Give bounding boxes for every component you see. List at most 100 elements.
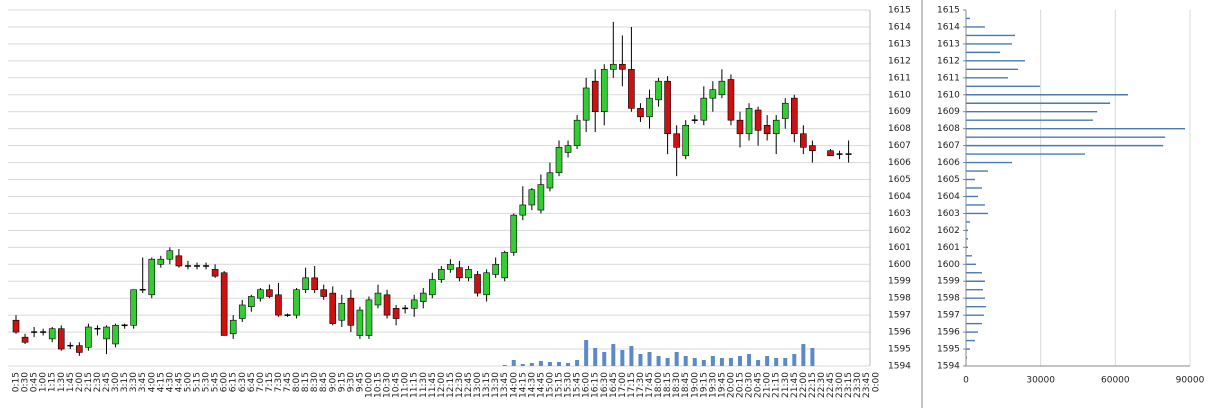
- candle-body: [809, 145, 816, 152]
- x-tick-label: 15:15: [555, 372, 565, 398]
- x-tick-label: 21:00: [763, 372, 773, 398]
- candle-body: [275, 294, 282, 316]
- y-tick-label: 1594: [937, 362, 960, 372]
- x-tick-label: 15:00: [545, 372, 555, 398]
- x-tick-label: 17:30: [636, 372, 646, 398]
- candle-body: [790, 97, 798, 135]
- volume-bar: [783, 358, 788, 366]
- x-tick-label: 2:00: [75, 372, 85, 392]
- candle-body: [48, 328, 56, 340]
- candle-body: [800, 133, 807, 148]
- y-tick-label: 1599: [888, 277, 911, 287]
- volume-bar: [765, 356, 770, 366]
- y-tick-label: 1605: [888, 175, 911, 185]
- y-tick-label: 1602: [937, 226, 960, 236]
- candle-body: [763, 124, 771, 135]
- candle-body: [392, 308, 400, 319]
- volume-bar: [538, 361, 543, 366]
- y-tick-label: 1614: [888, 22, 911, 32]
- x-tick-label: 12:30: [455, 372, 465, 398]
- x-tick-label: 10:45: [392, 372, 402, 398]
- x-tick-label: 11:45: [428, 372, 438, 398]
- x-tick-label: 0:15: [12, 372, 22, 392]
- y-tick-label: 1604: [937, 192, 960, 202]
- x-tick-label: 7:15: [265, 372, 275, 392]
- volume-bar: [774, 358, 779, 366]
- candle-body: [311, 277, 318, 291]
- volume-bar: [602, 352, 607, 366]
- x-tick-label: 17:45: [645, 372, 655, 398]
- x-tick-label: 15:45: [573, 372, 583, 398]
- candle-body: [827, 150, 834, 157]
- candle-body: [356, 309, 364, 336]
- x-tick-label: 18:30: [672, 372, 682, 398]
- candle-body: [456, 267, 463, 279]
- y-tick-label: 1613: [937, 39, 960, 49]
- x-tick-label: 4:00: [147, 372, 157, 392]
- x-tick-label: 23:45: [862, 372, 872, 398]
- candle-body: [85, 326, 92, 348]
- candle-body: [528, 189, 536, 206]
- volume-bar: [620, 350, 625, 366]
- volume-bar: [801, 344, 806, 366]
- y-tick-label: 1601: [888, 243, 911, 253]
- y-tick-label: 1615: [888, 6, 911, 16]
- y-tick-label: 1611: [888, 73, 911, 83]
- volume-bar: [674, 352, 679, 366]
- y-tick-label: 1596: [888, 328, 911, 338]
- candle-body: [501, 252, 509, 279]
- volume-bar: [756, 360, 761, 366]
- candle-body: [374, 292, 382, 306]
- x-tick-label: 22:45: [826, 372, 836, 398]
- volume-bar: [692, 358, 697, 366]
- x-tick-label: 17:00: [618, 372, 628, 398]
- x-tick-label: 1:30: [57, 372, 67, 392]
- candle-body: [320, 289, 328, 297]
- volume-bar: [575, 360, 580, 366]
- x-tick-label: 1:45: [66, 372, 76, 392]
- y-tick-label: 1602: [888, 226, 911, 236]
- volume-bar: [520, 364, 525, 366]
- candle-body: [76, 345, 83, 353]
- x-tick-label: 16:45: [609, 372, 619, 398]
- candle-body: [220, 272, 228, 336]
- candle-body: [510, 214, 518, 253]
- candle-body: [600, 69, 608, 113]
- x-tick-label: 14:15: [518, 372, 528, 398]
- candle-body: [465, 269, 472, 279]
- x-tick-label: 19:00: [690, 372, 700, 398]
- x-tick-label: 23:00: [835, 372, 845, 398]
- x-tick-label: 60000: [1101, 376, 1130, 386]
- x-tick-label: 4:45: [174, 372, 184, 392]
- x-tick-label: 5:15: [193, 372, 203, 392]
- candle-body: [166, 250, 174, 260]
- y-tick-label: 1595: [937, 345, 960, 355]
- candle-body: [329, 292, 337, 324]
- candle-body: [736, 119, 744, 135]
- x-tick-label: 3:00: [111, 372, 121, 392]
- x-tick-label: 18:15: [663, 372, 673, 398]
- x-tick-label: 7:45: [283, 372, 293, 392]
- candle-body: [428, 279, 436, 296]
- y-tick-label: 1594: [888, 362, 911, 372]
- candle-body: [130, 289, 137, 326]
- candle-body: [229, 319, 237, 335]
- volume-bar: [557, 362, 561, 366]
- candle-body: [492, 263, 499, 275]
- candle-body: [302, 277, 309, 291]
- candle-body: [673, 133, 680, 148]
- candle-body: [474, 274, 481, 294]
- x-tick-label: 12:00: [437, 372, 447, 398]
- candle-body: [754, 109, 762, 131]
- y-tick-label: 1608: [888, 124, 911, 134]
- x-tick-label: 18:00: [654, 372, 664, 398]
- x-tick-label: 6:45: [247, 372, 257, 392]
- candle-body: [655, 80, 662, 101]
- x-tick-label: 6:30: [238, 372, 248, 392]
- volume-bar: [638, 354, 643, 366]
- x-tick-label: 13:30: [491, 372, 501, 398]
- x-tick-label: 16:00: [582, 372, 592, 398]
- x-tick-label: 5:45: [211, 372, 221, 392]
- x-tick-label: 0: [963, 376, 969, 386]
